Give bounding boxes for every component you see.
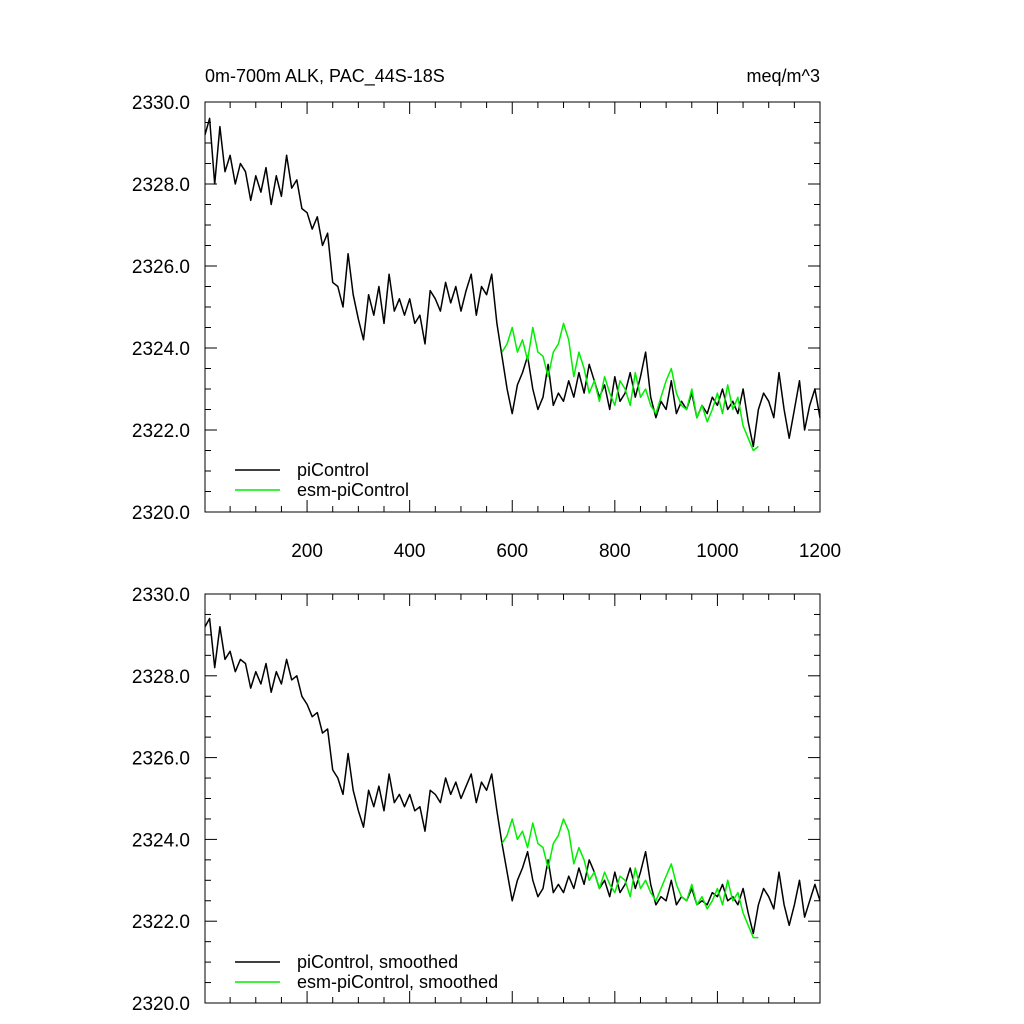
chart-title: 0m-700m ALK, PAC_44S-18S	[205, 66, 445, 87]
bottom-legend: piControl, smoothed esm-piControl, smoot…	[235, 952, 498, 992]
y-tick-label: 2320.0	[132, 994, 190, 1015]
x-tick-label: 400	[394, 541, 426, 562]
x-tick-label: 800	[599, 541, 631, 562]
legend-label-esm-picontrol-smoothed: esm-piControl, smoothed	[297, 972, 498, 992]
x-tick-label: 200	[291, 541, 323, 562]
y-tick-label: 2328.0	[132, 667, 190, 688]
y-tick-label: 2330.0	[132, 585, 190, 606]
x-tick-label: 600	[496, 541, 528, 562]
series-line-esm-picontrol	[501, 322, 759, 452]
y-tick-label: 2326.0	[132, 257, 190, 278]
chart-units-label: meq/m^3	[747, 66, 820, 86]
series-line-picontrol	[204, 117, 821, 448]
x-tick-label: 1200	[799, 541, 841, 562]
top-legend: piControl esm-piControl	[235, 460, 409, 500]
y-tick-label: 2324.0	[132, 339, 190, 360]
y-tick-label: 2320.0	[132, 503, 190, 524]
legend-label-esm-picontrol: esm-piControl	[297, 480, 409, 500]
y-tick-label: 2322.0	[132, 421, 190, 442]
series-line-esm-picontrol-smoothed	[501, 818, 759, 939]
y-tick-label: 2324.0	[132, 830, 190, 851]
x-tick-label: 1000	[696, 541, 738, 562]
legend-label-picontrol-smoothed: piControl, smoothed	[297, 952, 458, 972]
y-tick-label: 2330.0	[132, 93, 190, 114]
y-tick-label: 2326.0	[132, 749, 190, 770]
bottom-panel-plot: 2320.0 2322.0 2324.0 2326.0 2328.0 2330.0	[132, 585, 821, 1015]
series-line-picontrol-smoothed	[204, 617, 821, 935]
legend-label-picontrol: piControl	[297, 460, 369, 480]
y-tick-label: 2322.0	[132, 912, 190, 933]
top-panel-plot: 2320.0 2322.0 2324.0 2326.0 2328.0 2330.0 200 4…	[132, 93, 841, 562]
y-tick-label: 2328.0	[132, 175, 190, 196]
